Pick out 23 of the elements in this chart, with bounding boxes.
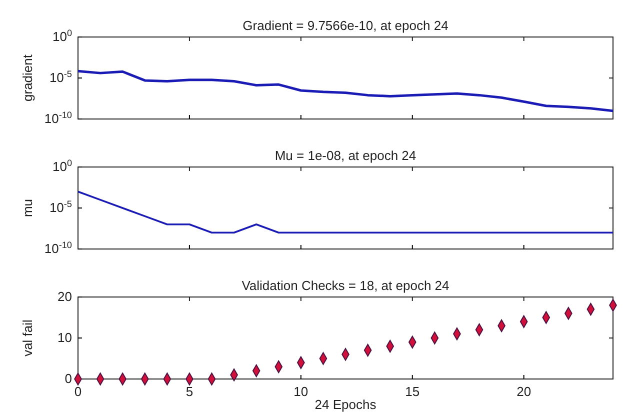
- y-tick-label: 10$^{0}$: [52, 28, 72, 44]
- y-tick-label: 10$^{-5}$: [49, 69, 72, 86]
- line-series: [77, 190, 614, 234]
- y-axis-title: gradient: [20, 54, 35, 102]
- x-tick-label: 20: [516, 384, 532, 400]
- chart-title: Validation Checks = 18, at epoch 24: [242, 278, 450, 293]
- y-tick-label: 10: [58, 330, 72, 346]
- y-tick-label: 20: [58, 289, 72, 304]
- x-tick-label: 15: [405, 384, 420, 400]
- line-series: [76, 70, 614, 112]
- y-tick-label: 10$^{0}$: [52, 158, 72, 174]
- y-tick-label: 10$^{-5}$: [49, 199, 72, 216]
- chart-title: Mu = 1e-08, at epoch 24: [274, 148, 416, 163]
- x-axis-title: 24 Epochs: [314, 397, 377, 412]
- y-tick-label: 0: [64, 371, 72, 386]
- y-axis-title: mu: [20, 198, 35, 218]
- y-tick-label: 10$^{-10}$: [44, 110, 72, 126]
- x-tick-label: 5: [186, 384, 194, 400]
- x-tick-label: 0: [74, 384, 82, 400]
- x-tick-label: 10: [294, 384, 308, 400]
- y-axis-title: val fail: [20, 319, 35, 356]
- chart-title: Gradient = 9.7566e-10, at epoch 24: [242, 18, 448, 33]
- y-tick-label: 10$^{-10}$: [44, 240, 72, 256]
